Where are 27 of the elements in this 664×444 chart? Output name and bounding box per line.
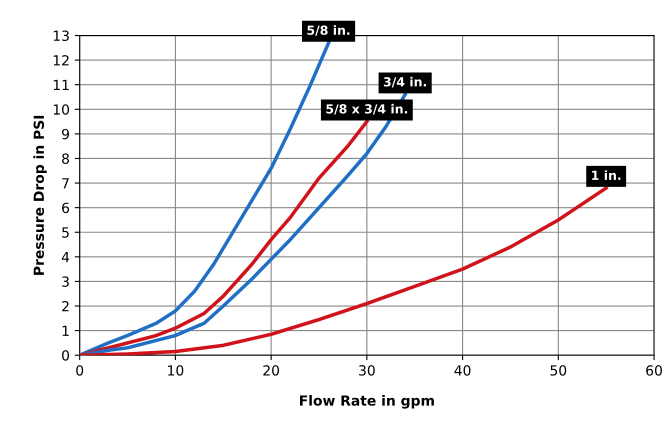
y-tick-label: 11 — [54, 80, 69, 90]
y-tick-label: 7 — [62, 178, 69, 188]
series-label: 3/4 in. — [384, 76, 426, 88]
y-tick-label: 8 — [62, 153, 70, 164]
y-tick-label: 9 — [62, 128, 69, 140]
x-axis-title: Flow Rate in gpm — [300, 395, 434, 409]
x-tick-label: 0 — [76, 365, 84, 376]
y-tick-label: 3 — [62, 276, 69, 287]
x-tick-label: 30 — [359, 365, 375, 376]
y-tick-label: 0 — [62, 350, 70, 361]
x-tick-label: 50 — [550, 365, 566, 376]
x-tick-label: 10 — [168, 365, 184, 376]
y-tick-label: 6 — [62, 202, 70, 214]
y-tick-label: 2 — [62, 300, 69, 312]
x-tick-label: 60 — [646, 365, 662, 376]
y-tick-label: 12 — [54, 55, 69, 66]
series-label: 5/8 in. — [307, 25, 350, 36]
x-tick-label: 20 — [263, 365, 280, 376]
y-tick-label: 4 — [62, 252, 70, 262]
y-axis-title: Pressure Drop in PSI — [33, 116, 47, 275]
y-tick-label: 1 — [62, 326, 69, 336]
y-tick-label: 5 — [62, 227, 69, 238]
x-tick-label: 40 — [454, 365, 470, 376]
y-tick-label: 10 — [54, 104, 70, 115]
y-tick-label: 13 — [54, 30, 69, 41]
series-label: 5/8 x 3/4 in. — [326, 104, 408, 115]
series-label: 1 in. — [592, 170, 620, 180]
